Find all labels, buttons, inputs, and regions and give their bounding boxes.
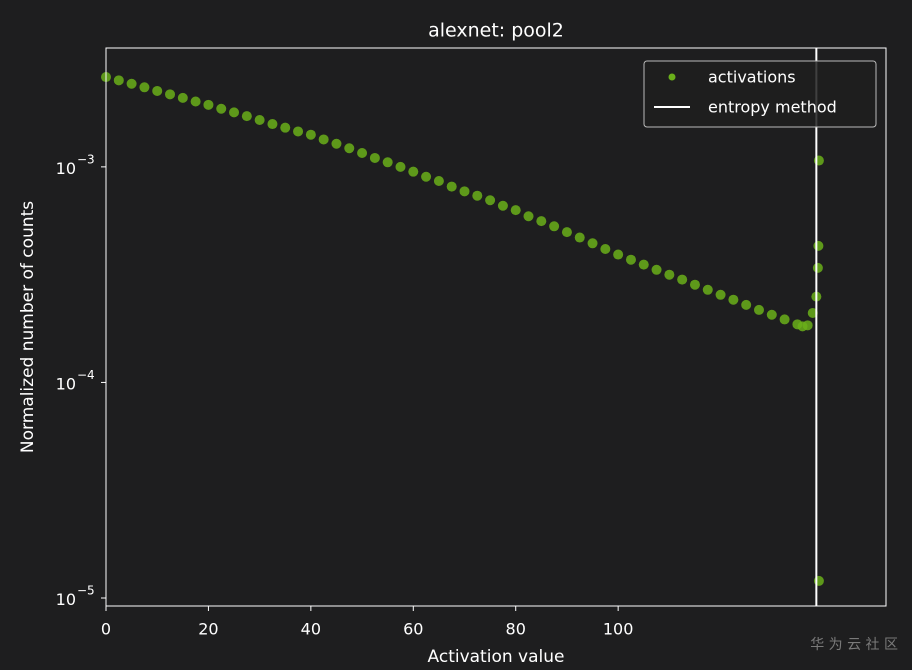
y-tick-label: 10 <box>56 158 76 177</box>
plot-frame <box>105 47 887 607</box>
data-point <box>229 107 240 118</box>
data-point <box>613 249 624 260</box>
data-point <box>139 82 150 93</box>
y-axis-label: Normalized number of counts <box>18 201 38 453</box>
data-point <box>549 221 560 232</box>
data-point <box>587 238 598 249</box>
data-point <box>510 205 521 216</box>
data-point <box>421 171 432 182</box>
legend-label: entropy method <box>708 98 837 117</box>
data-point <box>433 175 444 186</box>
data-point <box>152 85 163 96</box>
data-point <box>446 181 457 192</box>
data-point <box>689 279 700 290</box>
legend-box <box>643 60 877 128</box>
data-point <box>536 216 547 227</box>
y-tick-base: 10 <box>56 158 76 177</box>
data-point <box>113 75 124 86</box>
x-tick-label: 80 <box>506 620 526 639</box>
data-point <box>497 200 508 211</box>
data-point <box>625 254 636 265</box>
data-point <box>561 227 572 238</box>
x-tick-label: 20 <box>198 620 218 639</box>
data-point <box>802 320 813 331</box>
data-point <box>267 119 278 130</box>
data-point <box>728 294 739 305</box>
x-tick-label: 100 <box>603 620 634 639</box>
data-point <box>190 96 201 107</box>
data-point <box>753 304 764 315</box>
data-point <box>203 99 214 110</box>
data-point <box>664 269 675 280</box>
data-point <box>254 114 265 125</box>
data-point <box>344 143 355 154</box>
data-point <box>357 147 368 158</box>
legend-label: activations <box>708 68 796 87</box>
data-point <box>126 78 137 89</box>
x-axis-label: Activation value <box>428 647 565 667</box>
data-point <box>813 240 824 251</box>
y-tick-power: −4 <box>77 368 95 382</box>
data-point <box>382 157 393 168</box>
data-point <box>651 264 662 275</box>
legend-marker <box>668 73 676 81</box>
y-tick-label: 10 <box>56 589 76 608</box>
y-tick-power: −5 <box>77 583 95 597</box>
x-tick-label: 60 <box>403 620 423 639</box>
data-point <box>331 138 342 149</box>
data-point <box>523 211 534 222</box>
data-point <box>305 129 316 140</box>
data-point <box>600 243 611 254</box>
data-point <box>702 284 713 295</box>
data-point <box>638 259 649 270</box>
y-tick-base: 10 <box>56 374 76 393</box>
data-point <box>241 111 252 122</box>
watermark: 华 为 云 社 区 <box>810 637 898 653</box>
data-point <box>779 314 790 325</box>
data-point <box>741 299 752 310</box>
data-point <box>807 307 818 318</box>
data-point <box>395 161 406 172</box>
data-point <box>472 190 483 201</box>
data-point <box>293 126 304 137</box>
chart-title: alexnet: pool2 <box>428 20 564 42</box>
data-point <box>216 103 227 114</box>
y-tick-base: 10 <box>56 589 76 608</box>
data-point <box>766 309 777 320</box>
data-point <box>459 186 470 197</box>
data-point <box>574 232 585 243</box>
data-point <box>280 122 291 133</box>
y-tick-label: 10 <box>56 374 76 393</box>
x-tick-label: 0 <box>101 620 111 639</box>
data-point <box>485 195 496 206</box>
data-point <box>165 89 176 100</box>
data-point <box>177 92 188 103</box>
data-point <box>677 274 688 285</box>
x-tick-label: 40 <box>301 620 321 639</box>
data-point <box>812 262 823 273</box>
data-point <box>318 134 329 145</box>
data-point <box>369 152 380 163</box>
data-point <box>408 166 419 177</box>
data-point <box>715 289 726 300</box>
y-tick-power: −3 <box>77 152 95 166</box>
